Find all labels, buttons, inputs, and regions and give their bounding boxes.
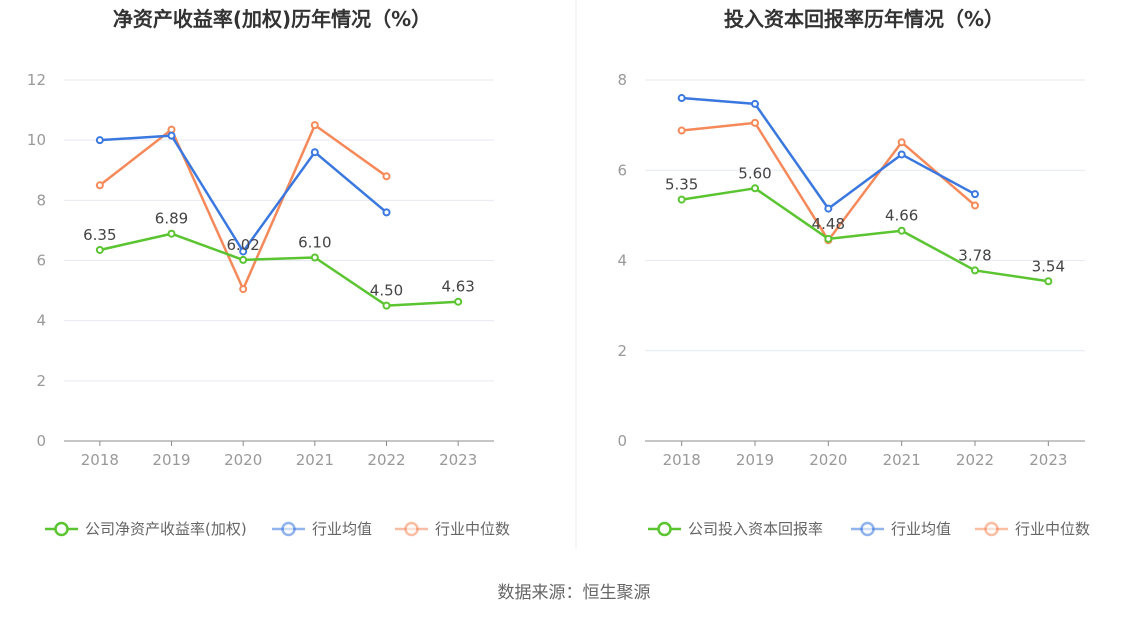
legend-swatch-marker: [404, 521, 419, 537]
x-tick-label: 2020: [224, 451, 262, 469]
legend-item-company[interactable]: 公司投入资本回报率: [648, 520, 823, 538]
company-point[interactable]: [971, 266, 979, 275]
industry-median-point[interactable]: [897, 138, 906, 147]
legend-swatch-marker: [281, 521, 296, 537]
industry-avg-point[interactable]: [824, 204, 833, 213]
industry-median-point[interactable]: [95, 181, 104, 190]
industry-median-point[interactable]: [677, 126, 686, 135]
data-label: 6.02: [226, 236, 259, 254]
legend-swatch-marker: [860, 521, 875, 537]
y-tick-label: 4: [617, 252, 627, 270]
industry-avg-point[interactable]: [677, 94, 686, 103]
industry-avg-point[interactable]: [751, 99, 759, 108]
data-label: 4.50: [370, 282, 403, 300]
industry-avg-point[interactable]: [382, 208, 391, 217]
industry-median-point[interactable]: [751, 118, 759, 127]
industry-avg-point[interactable]: [239, 247, 248, 256]
roe-chart-panel: 净资产收益率(加权)历年情况（%） 0 2 4 6 8 10 12 2018 2019 2020 20…: [27, 7, 510, 538]
company-line: [681, 187, 1049, 283]
company-point[interactable]: [751, 184, 759, 193]
industry-median-point[interactable]: [310, 121, 319, 130]
y-tick-label: 2: [36, 372, 46, 390]
y-tick-label: 4: [36, 312, 46, 330]
company-line: [99, 232, 459, 307]
x-tick-label: 2018: [81, 451, 119, 469]
data-label: 4.48: [812, 215, 845, 233]
y-tick-label: 8: [36, 191, 46, 209]
data-label: 6.89: [155, 210, 188, 228]
company-point[interactable]: [310, 253, 319, 262]
company-point[interactable]: [382, 301, 391, 310]
chart-title: 投入资本回报率历年情况（%）: [724, 7, 1004, 31]
legend-item-company[interactable]: 公司净资产收益率(加权): [45, 520, 247, 538]
y-tick-label: 6: [617, 161, 627, 179]
y-tick-label: 6: [36, 252, 46, 270]
industry-median-point[interactable]: [382, 172, 391, 181]
x-tick-label: 2018: [663, 451, 701, 469]
y-tick-label: 10: [27, 131, 46, 149]
legend-swatch-marker: [657, 521, 672, 537]
data-source-note: 数据来源：恒生聚源: [498, 583, 651, 603]
industry-median-line: [99, 123, 388, 291]
x-tick-label: 2021: [296, 451, 334, 469]
x-tick-label: 2023: [439, 451, 477, 469]
x-tick-label: 2019: [152, 451, 190, 469]
company-point[interactable]: [677, 195, 686, 204]
data-label: 4.66: [885, 207, 918, 225]
company-point[interactable]: [824, 234, 833, 243]
x-tick-label: 2019: [736, 451, 774, 469]
data-label: 5.60: [738, 164, 771, 182]
x-tick-label: 2021: [883, 451, 921, 469]
legend-item-industry-median[interactable]: 行业中位数: [975, 520, 1090, 538]
legend-label: 行业均值: [891, 520, 951, 538]
industry-avg-point[interactable]: [971, 190, 979, 199]
legend-item-industry-median[interactable]: 行业中位数: [395, 520, 510, 538]
legend-label: 公司净资产收益率(加权): [85, 520, 247, 538]
company-point[interactable]: [454, 297, 463, 306]
data-label: 3.78: [958, 246, 991, 264]
legend-label: 公司投入资本回报率: [688, 520, 823, 538]
data-label: 6.10: [298, 233, 331, 251]
legend-item-industry-avg[interactable]: 行业均值: [851, 520, 951, 538]
data-label: 5.35: [665, 176, 698, 194]
company-point[interactable]: [1044, 277, 1053, 286]
industry-avg-point[interactable]: [897, 150, 906, 159]
x-tick-label: 2023: [1029, 451, 1067, 469]
data-label: 6.35: [83, 226, 116, 244]
data-label: 4.63: [441, 278, 474, 296]
industry-avg-point[interactable]: [167, 131, 176, 140]
y-tick-label: 12: [27, 71, 46, 89]
roic-chart-panel: 投入资本回报率历年情况（%） 0 2 4 6 8 2018 2019 2020 2021 2022 2…: [617, 7, 1090, 538]
legend-label: 行业中位数: [1015, 520, 1090, 538]
data-label: 3.54: [1032, 257, 1065, 275]
y-tick-label: 2: [617, 342, 627, 360]
y-tick-label: 0: [617, 432, 627, 450]
chart-title: 净资产收益率(加权)历年情况（%）: [113, 7, 431, 31]
industry-avg-point[interactable]: [310, 148, 319, 157]
industry-avg-point[interactable]: [95, 136, 104, 145]
legend-swatch-marker: [54, 521, 69, 537]
legend-label: 行业中位数: [435, 520, 510, 538]
company-point[interactable]: [95, 245, 104, 254]
company-point[interactable]: [239, 255, 248, 264]
legend-swatch-marker: [984, 521, 999, 537]
company-point[interactable]: [897, 226, 906, 235]
y-tick-label: 8: [617, 71, 627, 89]
x-tick-label: 2020: [809, 451, 847, 469]
industry-median-point[interactable]: [971, 201, 979, 210]
x-tick-label: 2022: [367, 451, 405, 469]
company-point[interactable]: [167, 229, 176, 238]
legend-label: 行业均值: [312, 520, 372, 538]
legend-item-industry-avg[interactable]: 行业均值: [272, 520, 372, 538]
y-tick-label: 0: [36, 432, 46, 450]
x-tick-label: 2022: [956, 451, 994, 469]
industry-median-point[interactable]: [239, 285, 248, 294]
